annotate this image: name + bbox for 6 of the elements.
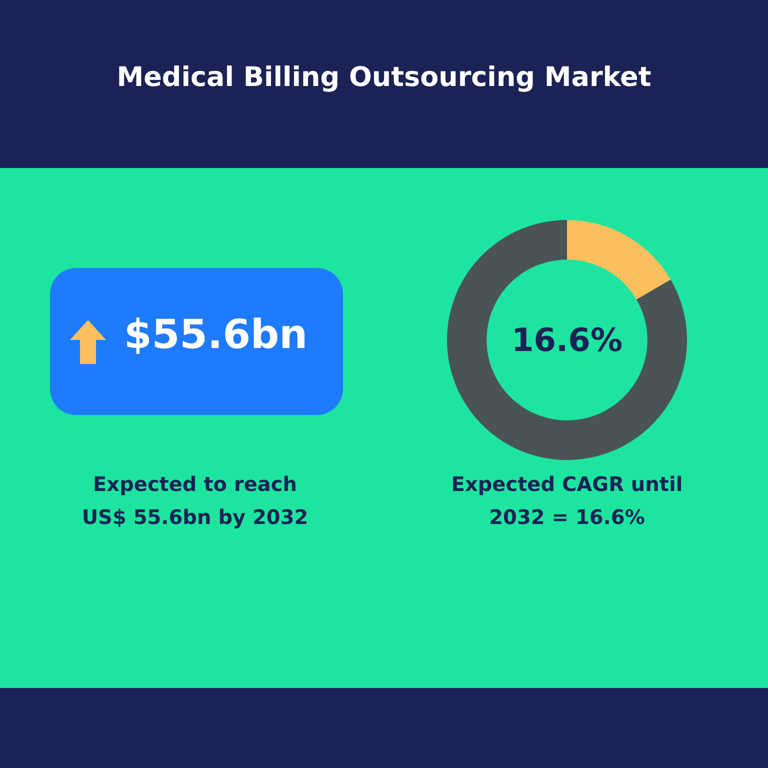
text: Expected CAGR until 2032 = 16.6% bbox=[450, 471, 684, 531]
text: $55.6bn bbox=[124, 312, 308, 358]
text: 16.6% bbox=[447, 220, 687, 460]
text: Expected to reach US$ 55.6bn by 2032 bbox=[80, 471, 310, 531]
donut-slice bbox=[567, 220, 671, 300]
text: Medical Billing Outsourcing Market bbox=[116, 62, 652, 93]
